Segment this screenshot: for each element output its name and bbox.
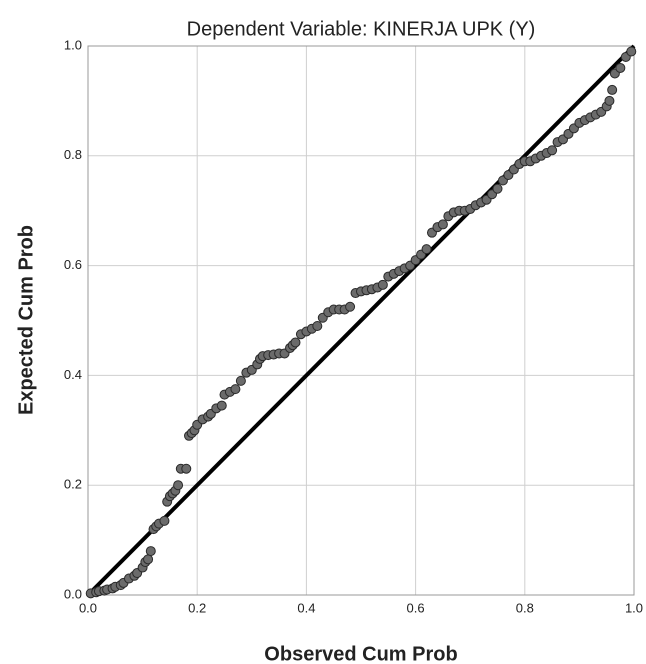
point <box>312 320 323 331</box>
x-tick-label: 1.0 <box>625 600 643 615</box>
y-tick-label: 0.6 <box>64 257 82 272</box>
point <box>216 400 227 411</box>
y-tick-label: 0.8 <box>64 147 82 162</box>
point <box>235 375 246 386</box>
y-tick-label: 0.0 <box>64 586 82 601</box>
point <box>626 46 637 57</box>
x-tick-label: 0.6 <box>407 600 425 615</box>
point <box>345 301 356 312</box>
x-tick-label: 0.2 <box>188 600 206 615</box>
point <box>607 84 618 95</box>
y-tick-label: 0.2 <box>64 477 82 492</box>
plot-frame <box>87 45 635 596</box>
y-tick-label: 0.4 <box>64 367 82 382</box>
point <box>604 95 615 106</box>
x-tick-label: 0.8 <box>516 600 534 615</box>
x-tick-label: 0.4 <box>297 600 315 615</box>
point <box>159 515 170 526</box>
point <box>547 145 558 156</box>
point <box>421 244 432 255</box>
point <box>181 463 192 474</box>
point <box>290 337 301 348</box>
chart-title: Dependent Variable: KINERJA UPK (Y) <box>187 18 536 40</box>
point <box>492 183 503 194</box>
y-axis-label: Expected Cum Prob <box>15 225 37 415</box>
point <box>173 480 184 491</box>
point <box>377 279 388 290</box>
point <box>615 62 626 73</box>
reference-line <box>86 44 636 597</box>
y-tick-label: 1.0 <box>64 37 82 52</box>
x-tick-label: 0.0 <box>79 600 97 615</box>
point <box>230 384 241 395</box>
point <box>437 219 448 230</box>
x-axis-label: Observed Cum Prob <box>264 643 457 664</box>
point <box>143 554 154 565</box>
point <box>145 546 156 557</box>
